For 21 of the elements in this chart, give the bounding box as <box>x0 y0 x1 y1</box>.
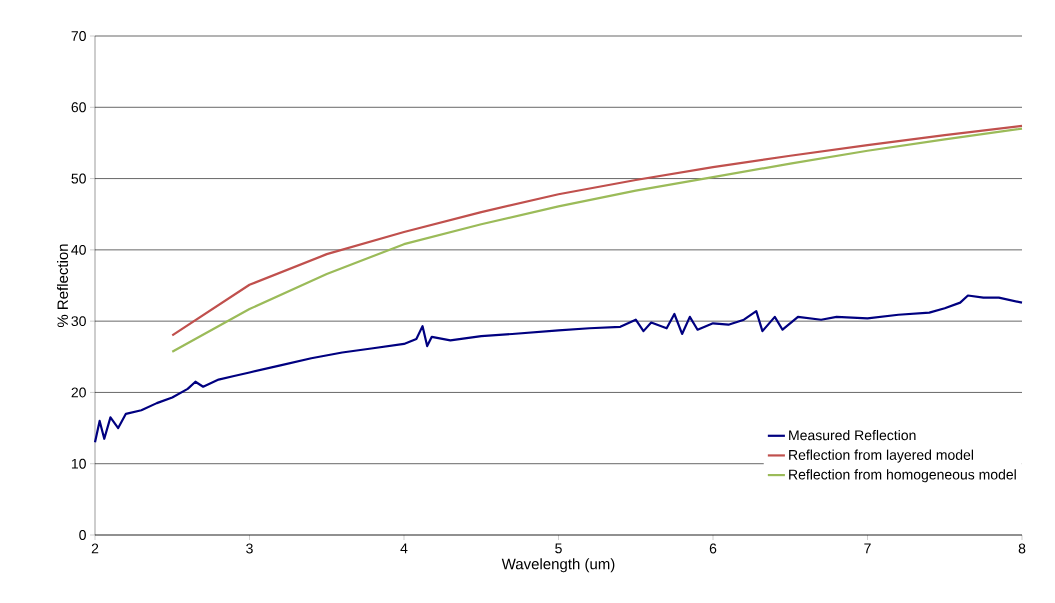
y-tick-label: 70 <box>71 31 86 41</box>
x-axis-title: Wavelength (um) <box>501 558 615 573</box>
x-tick-label: 3 <box>246 543 253 554</box>
y-tick-label: 30 <box>71 316 86 327</box>
y-tick-label: 50 <box>71 173 86 184</box>
y-tick-label: 0 <box>79 530 86 540</box>
x-tick-label: 8 <box>1018 543 1026 554</box>
x-tick-label: 2 <box>91 543 99 554</box>
x-tick-label: 7 <box>864 543 871 554</box>
x-tick-label: 5 <box>555 543 562 554</box>
y-tick-label: 40 <box>71 244 86 255</box>
legend-label: Measured Reflection <box>789 429 916 441</box>
y-tick-label: 10 <box>71 458 86 469</box>
y-axis-title: % Reflection <box>57 244 69 328</box>
x-tick-label: 4 <box>400 543 408 554</box>
y-tick-label: 60 <box>71 102 86 113</box>
x-tick-label: 6 <box>709 543 717 554</box>
legend-label: Reflection from layered model <box>789 449 974 463</box>
legend-label: Reflection from homogeneous model <box>789 469 1016 483</box>
line-series <box>93 294 1024 444</box>
y-tick-label: 20 <box>71 387 86 398</box>
